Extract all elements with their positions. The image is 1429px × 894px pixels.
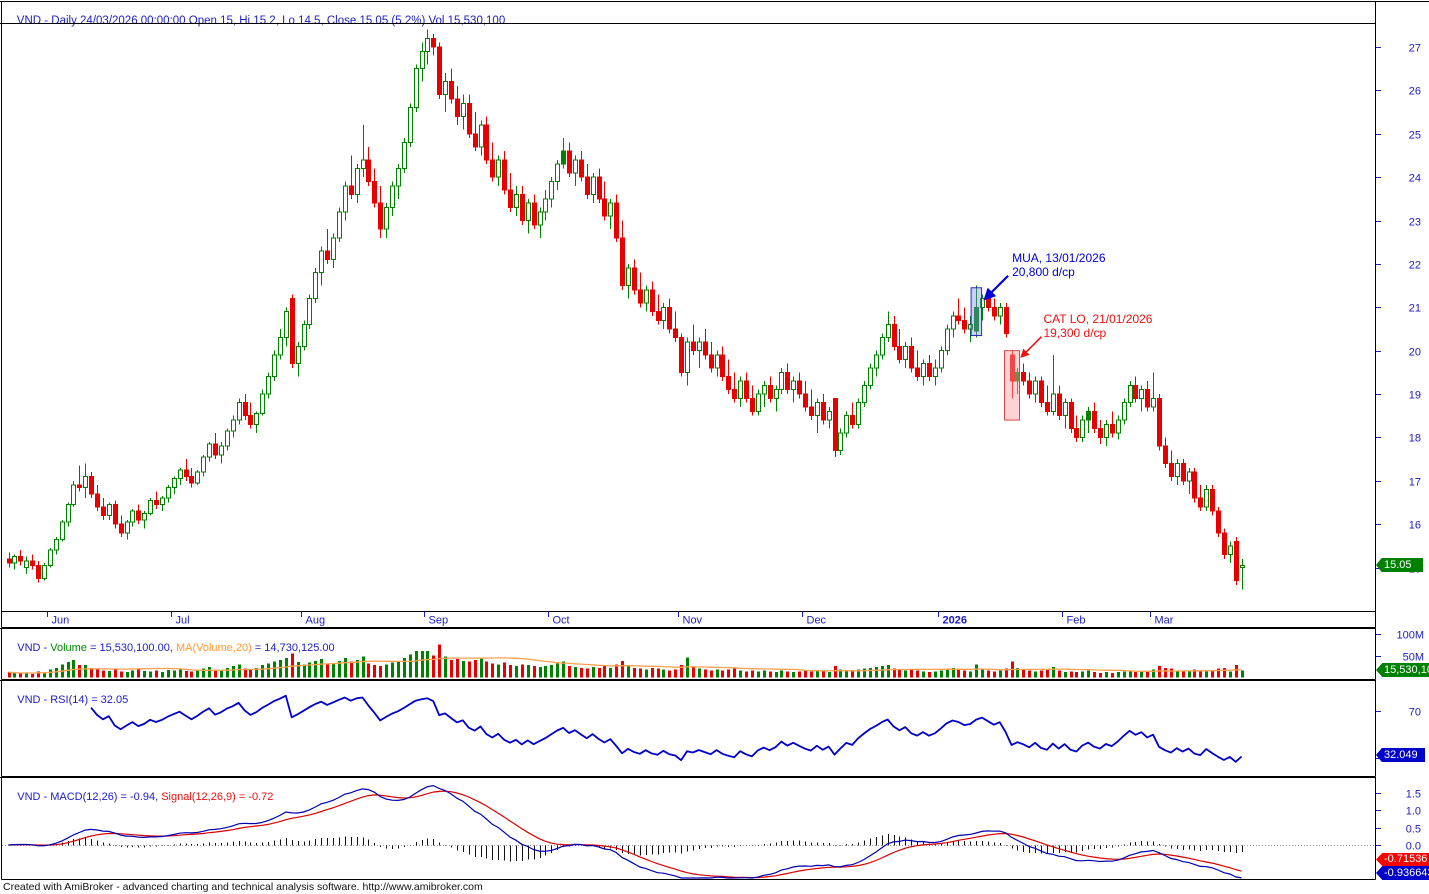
rsi-axis-label: 70 (1409, 707, 1421, 719)
rsi-line (90, 694, 1243, 763)
macd-axis-label: 1.5 (1406, 789, 1421, 801)
price-axis-label: 16 (1409, 520, 1421, 532)
macd-panel-title: VND - MACD(12,26) = -0.94, Signal(12,26,… (5, 779, 273, 815)
month-label: Nov (683, 615, 703, 627)
price-axis-label: 22 (1409, 260, 1421, 272)
month-label: Jun (52, 615, 70, 627)
footer-text: Created with AmiBroker - advanced charti… (3, 881, 483, 893)
price-axis-label: 17 (1409, 477, 1421, 489)
buy-arrow (983, 274, 1009, 301)
volume-title-prefix: VND - (17, 642, 51, 654)
volume-title-ma-value: = 14,730,125.00 (251, 642, 335, 654)
month-label: Jul (176, 615, 190, 627)
macd-axis-label: 0.0 (1406, 841, 1421, 853)
price-axis-label: 20 (1409, 347, 1421, 359)
price-chart[interactable]: Jun Jul Aug Sep Oct Nov Dec 2026 Feb Mar 27 26 25 24 2… (0, 0, 1429, 628)
buy-annotation-line2: 20,800 d/cp (1012, 264, 1075, 279)
macd-axis-label: 1.0 (1406, 806, 1421, 818)
macd-value-box: -0.936643 (1376, 866, 1429, 880)
month-label: Oct (553, 615, 570, 627)
price-axis-label: 27 (1409, 43, 1421, 55)
month-label: Sep (429, 615, 449, 627)
price-axis-label: 24 (1409, 173, 1421, 185)
volume-ma-line (8, 657, 1242, 674)
macd-chart[interactable]: 1.5 1.0 0.5 0.0 (0, 777, 1429, 880)
signal-value: -0.71536 (1384, 853, 1428, 865)
signal-value-box: -0.71536 (1376, 853, 1429, 866)
volume-title-ma-name: MA(Volume,20) (175, 642, 252, 654)
sell-annotation-label: CAT LO, 21/01/2026 19,300 d/cp (1044, 312, 1153, 340)
price-axis-label: 25 (1409, 130, 1421, 142)
month-label: Mar (1155, 615, 1174, 627)
buy-annotation-label: MUA, 13/01/2026 20,800 d/cp (1012, 251, 1105, 279)
volume-axis: 100M 50M (1376, 630, 1424, 664)
price-axis-label: 23 (1409, 217, 1421, 229)
signal-title-text: Signal(12,26,9) = -0.72 (161, 791, 274, 803)
x-axis-months: Jun Jul Aug Sep Oct Nov Dec 2026 Feb Mar (47, 611, 1174, 627)
volume-value-box: 15,530,100 (1376, 663, 1429, 677)
volume-chart[interactable]: 100M 50M (0, 628, 1429, 680)
macd-line (8, 784, 1242, 879)
signal-line (8, 790, 1242, 879)
price-axis: 27262524232221201918171615 (1376, 43, 1421, 576)
price-panel-border (0, 1, 1429, 628)
macd-axis: 1.5 1.0 0.5 0.0 (1376, 789, 1421, 853)
month-label: 2026 (943, 615, 967, 627)
volume-title-value: = 15,530,100.00, (86, 642, 176, 654)
macd-title-text: VND - MACD(12,26) = -0.94, (17, 791, 162, 803)
volume-panel-title: VND - Volume = 15,530,100.00, MA(Volume,… (5, 630, 335, 666)
rsi-value-box: 32.049 (1376, 748, 1425, 762)
buy-highlight-box (970, 287, 983, 336)
rsi-title-text: VND - RSI(14) = 32.05 (17, 694, 129, 706)
month-label: Feb (1067, 615, 1086, 627)
buy-annotation-line1: MUA, 13/01/2026 (1012, 250, 1106, 265)
month-label: Dec (807, 615, 827, 627)
macd-panel-border (0, 777, 1376, 880)
macd-value: -0.936643 (1384, 867, 1429, 879)
candles-layer (7, 29, 1245, 590)
last-price-box: 15.05 (1376, 558, 1423, 572)
price-axis-label: 21 (1409, 303, 1421, 315)
last-price-value: 15.05 (1384, 559, 1412, 571)
sell-arrow (1020, 336, 1043, 358)
volume-title-name: Volume (50, 642, 87, 654)
volume-axis-label: 50M (1403, 652, 1424, 664)
rsi-panel-border (0, 680, 1376, 777)
price-axis-label: 18 (1409, 433, 1421, 445)
price-axis-label: 19 (1409, 390, 1421, 402)
sell-highlight-box (1004, 350, 1020, 421)
macd-axis-label: 0.5 (1406, 824, 1421, 836)
sell-annotation-line1: CAT LO, 21/01/2026 (1043, 311, 1153, 326)
volume-panel-border (0, 628, 1376, 680)
rsi-panel-title: VND - RSI(14) = 32.05 (5, 682, 128, 718)
volume-axis-label: 100M (1396, 630, 1424, 642)
volume-bars-layer (8, 644, 1244, 678)
rsi-chart[interactable]: 70 (0, 680, 1429, 777)
volume-value: 15,530,100 (1384, 664, 1429, 676)
month-label: Aug (306, 615, 326, 627)
price-axis-label: 26 (1409, 86, 1421, 98)
rsi-value: 32.049 (1384, 749, 1418, 761)
sell-annotation-line2: 19,300 d/cp (1043, 325, 1107, 340)
trade-annotations (970, 274, 1043, 421)
footer-credit: Created with AmiBroker - advanced charti… (3, 881, 483, 893)
